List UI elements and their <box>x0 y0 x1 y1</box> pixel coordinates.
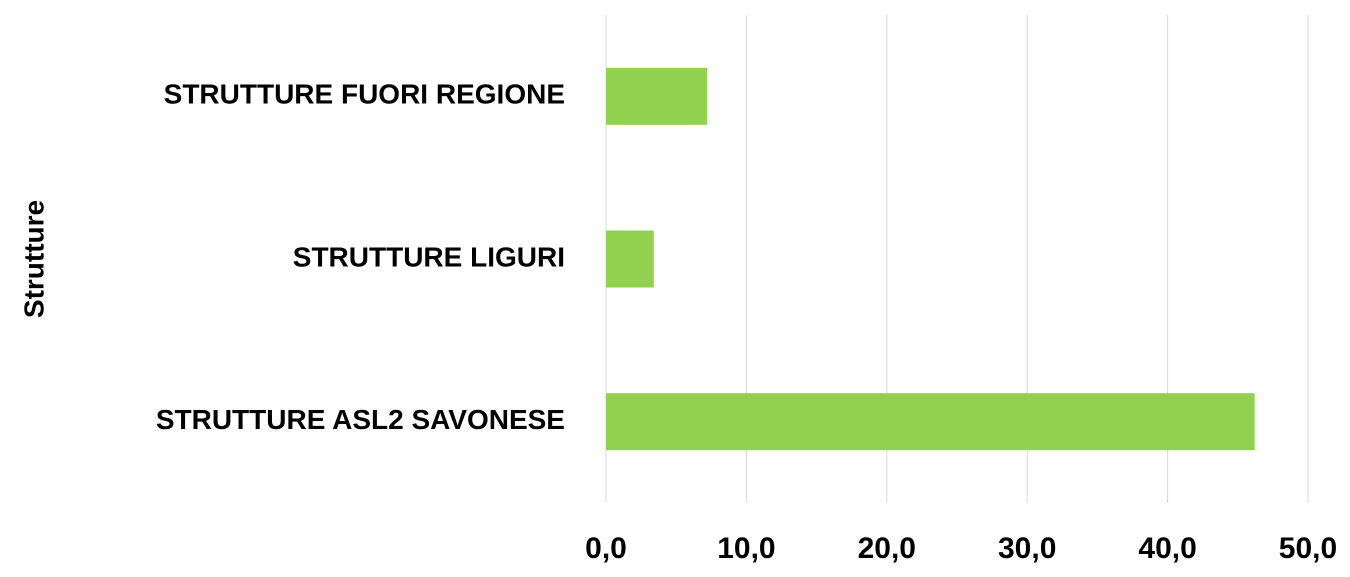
bar <box>606 67 708 125</box>
x-tick-label: 30,0 <box>998 532 1056 565</box>
x-tick-label: 50,0 <box>1279 532 1337 565</box>
y-tick-label: STRUTTURE ASL2 SAVONESE <box>156 404 565 435</box>
x-tick-label: 20,0 <box>858 532 916 565</box>
x-tick-label: 0,0 <box>585 532 627 565</box>
bar <box>606 393 1255 451</box>
x-tick-label: 40,0 <box>1138 532 1196 565</box>
y-tick-label: STRUTTURE LIGURI <box>293 241 565 272</box>
y-tick-label: STRUTTURE FUORI REGIONE <box>164 79 565 110</box>
y-axis-label: Strutture <box>18 200 49 318</box>
x-tick-label: 10,0 <box>717 532 775 565</box>
bar <box>606 230 654 288</box>
